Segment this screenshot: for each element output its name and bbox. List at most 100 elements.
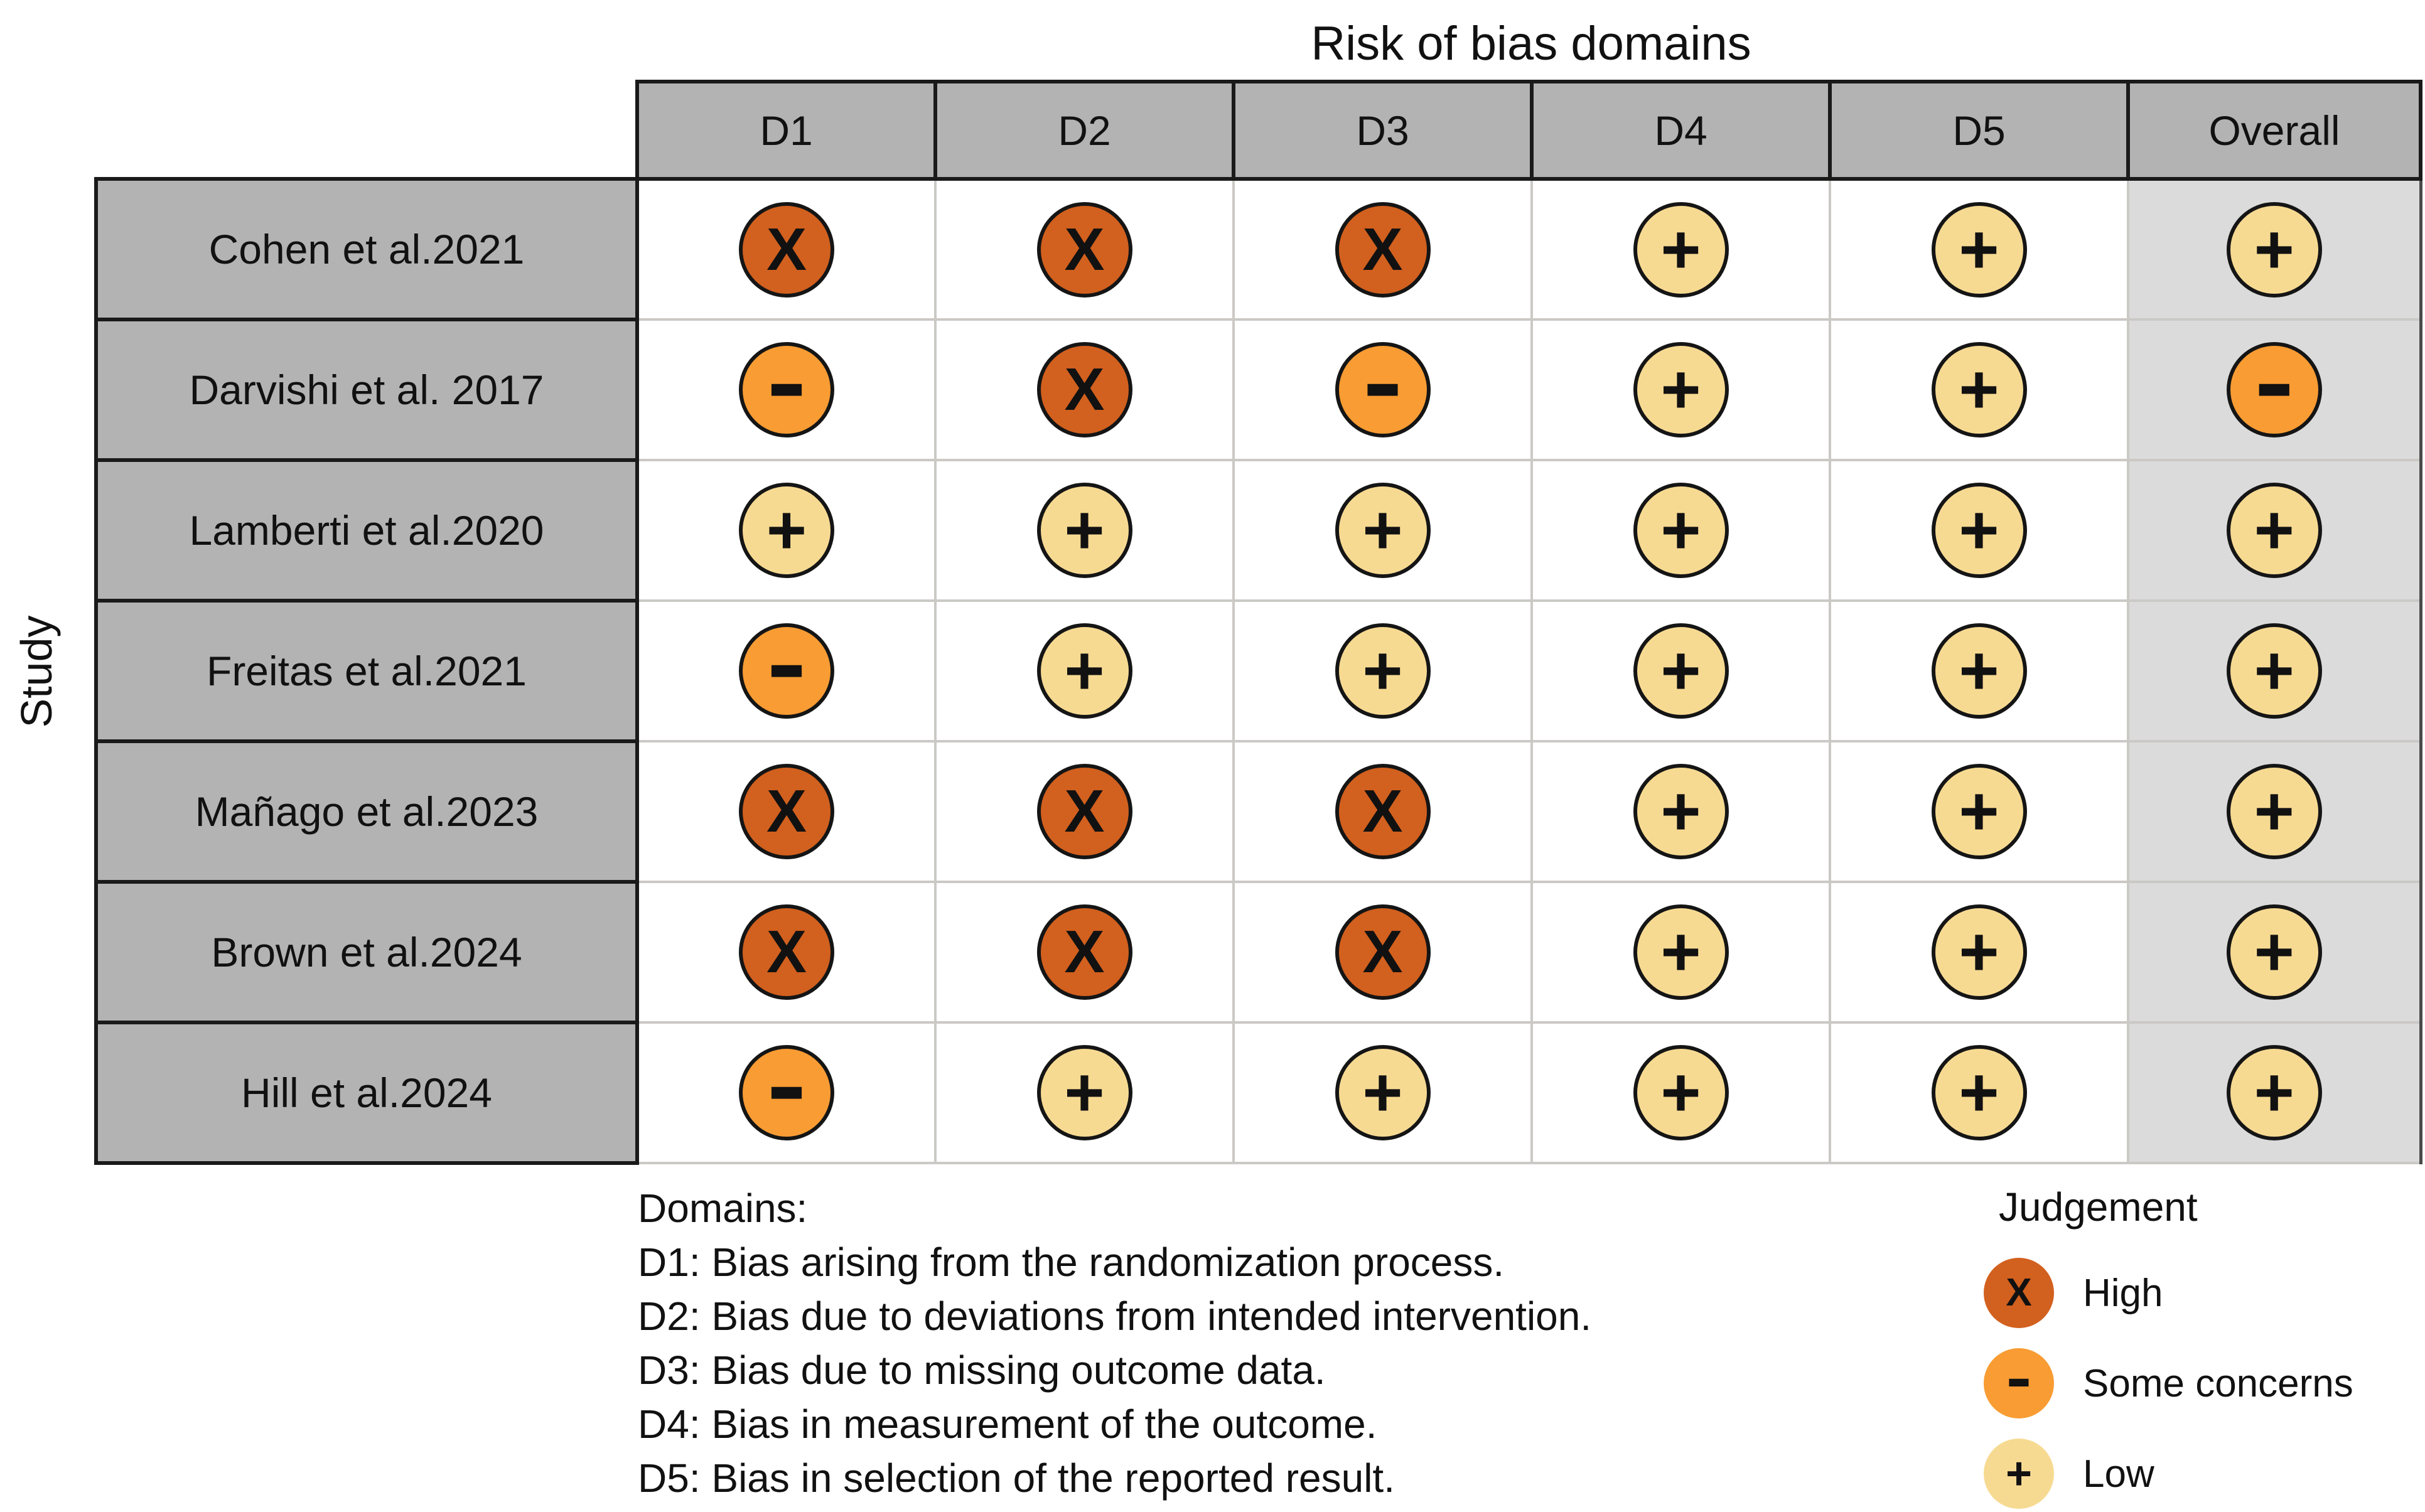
judgement-symbol: X bbox=[766, 778, 807, 845]
judgement-low-icon: + bbox=[1931, 1045, 2027, 1140]
cell-d5-row7: + bbox=[1829, 1021, 2129, 1164]
legend-label: High bbox=[2083, 1271, 2163, 1315]
figure-title: Risk of bias domains bbox=[1311, 17, 1751, 70]
table-row: Brown et al.2024 X X X + + + bbox=[94, 880, 2422, 1024]
table-row: Freitas et al.2021− + + + + + bbox=[94, 599, 2422, 743]
judgement-low-icon: + bbox=[1036, 623, 1132, 719]
judgement-low-icon: + bbox=[1931, 764, 2027, 859]
judgement-symbol: X bbox=[766, 918, 807, 985]
judgement-symbol: + bbox=[1959, 632, 1999, 709]
judgement-symbol: + bbox=[1959, 491, 1999, 569]
judgement-symbol: + bbox=[2254, 210, 2294, 288]
judgement-high-icon: X bbox=[739, 201, 834, 298]
column-header-d4: D4 bbox=[1530, 80, 1832, 181]
domain-footnotes: Domains: D1: Bias arising from the rando… bbox=[638, 1181, 1591, 1505]
cell-overall-row5: + bbox=[2127, 740, 2422, 883]
corner-spacer bbox=[96, 82, 637, 179]
judgement-symbol: + bbox=[1959, 210, 1999, 288]
judgement-symbol: − bbox=[1365, 328, 1401, 450]
y-axis-label: Study bbox=[12, 615, 61, 728]
judgement-low-icon: + bbox=[2226, 764, 2322, 859]
judgement-high-icon: X bbox=[1335, 201, 1431, 298]
cell-d2-row3: + bbox=[934, 459, 1235, 602]
legend-label: Low bbox=[2083, 1452, 2154, 1496]
column-header-d2: D2 bbox=[933, 80, 1235, 181]
judgement-low-icon: + bbox=[1335, 623, 1431, 719]
cell-d5-row4: + bbox=[1829, 599, 2129, 743]
legend-item-low: + Low bbox=[1984, 1439, 2417, 1509]
cell-d5-row1: + bbox=[1829, 178, 2129, 321]
judgement-concerns-icon: − bbox=[1335, 335, 1431, 444]
legend-item-concerns: − Some concerns bbox=[1984, 1348, 2417, 1418]
study-label: Brown et al.2024 bbox=[94, 880, 639, 1024]
legend-high-icon: X bbox=[1984, 1258, 2054, 1328]
cell-d3-row5: X bbox=[1232, 740, 1533, 883]
judgement-symbol: + bbox=[2254, 773, 2294, 850]
judgement-symbol: + bbox=[1660, 491, 1701, 569]
judgement-low-icon: + bbox=[1633, 764, 1729, 859]
table-row: Hill et al.2024− + + + + + bbox=[94, 1021, 2422, 1165]
judgement-symbol: X bbox=[1064, 215, 1105, 283]
judgement-symbol: + bbox=[2254, 632, 2294, 709]
judgement-low-icon: + bbox=[1633, 1045, 1729, 1140]
cell-d1-row7: − bbox=[636, 1021, 937, 1164]
footnote-line: D4: Bias in measurement of the outcome. bbox=[638, 1402, 1377, 1447]
judgement-concerns-icon: − bbox=[739, 616, 834, 725]
cell-overall-row4: + bbox=[2127, 599, 2422, 743]
judgement-low-icon: + bbox=[1036, 1045, 1132, 1140]
judgement-low-icon: + bbox=[2226, 201, 2322, 298]
judgement-low-icon: + bbox=[1633, 201, 1729, 298]
judgement-symbol: − bbox=[768, 1031, 805, 1153]
judgement-symbol: X bbox=[1362, 215, 1403, 283]
legend-title: Judgement bbox=[1999, 1184, 2198, 1230]
judgement-concerns-icon: − bbox=[2226, 335, 2322, 444]
cell-d1-row1: X bbox=[636, 178, 937, 321]
cell-d2-row2: X bbox=[934, 318, 1235, 461]
judgement-symbol: − bbox=[2007, 1344, 2031, 1422]
judgement-high-icon: X bbox=[1036, 201, 1132, 298]
cell-d1-row5: X bbox=[636, 740, 937, 883]
judgement-high-icon: X bbox=[1036, 764, 1132, 859]
cell-d3-row1: X bbox=[1232, 178, 1533, 321]
footnotes-heading: Domains: bbox=[638, 1186, 808, 1231]
judgement-high-icon: X bbox=[739, 764, 834, 859]
cell-d4-row1: + bbox=[1530, 178, 1831, 321]
judgement-symbol: − bbox=[768, 609, 805, 731]
judgement-symbol: + bbox=[2005, 1449, 2033, 1499]
judgement-symbol: + bbox=[1362, 491, 1403, 569]
column-header-overall: Overall bbox=[2126, 80, 2422, 181]
judgement-low-icon: + bbox=[1335, 1045, 1431, 1140]
cell-d3-row6: X bbox=[1232, 881, 1533, 1024]
cell-d2-row7: + bbox=[934, 1021, 1235, 1164]
cell-d5-row2: + bbox=[1829, 318, 2129, 461]
judgement-symbol: + bbox=[1660, 632, 1701, 709]
judgement-symbol: X bbox=[1064, 918, 1105, 985]
table-row: Lamberti et al.2020 + + + + + + bbox=[94, 458, 2422, 603]
judgement-symbol: + bbox=[1064, 1054, 1105, 1131]
judgement-low-icon: + bbox=[1931, 623, 2027, 719]
judgement-low-icon: + bbox=[1633, 904, 1729, 1000]
judgement-symbol: + bbox=[1660, 913, 1701, 990]
column-header-d3: D3 bbox=[1232, 80, 1534, 181]
cell-d4-row3: + bbox=[1530, 459, 1831, 602]
cell-d5-row6: + bbox=[1829, 881, 2129, 1024]
judgement-symbol: + bbox=[2254, 1054, 2294, 1131]
judgement-symbol: X bbox=[766, 215, 807, 283]
judgement-low-icon: + bbox=[1633, 623, 1729, 719]
judgement-low-icon: + bbox=[1036, 483, 1132, 578]
judgement-symbol: + bbox=[1064, 491, 1105, 569]
judgement-symbol: + bbox=[1064, 632, 1105, 709]
judgement-symbol: + bbox=[2254, 491, 2294, 569]
header-row: D1 D2 D3 D4 D5 Overall bbox=[96, 80, 2422, 181]
study-label: Cohen et al.2021 bbox=[94, 177, 639, 321]
judgement-symbol: + bbox=[2254, 913, 2294, 990]
cell-d1-row2: − bbox=[636, 318, 937, 461]
cell-d1-row4: − bbox=[636, 599, 937, 743]
cell-d2-row4: + bbox=[934, 599, 1235, 743]
judgement-symbol: + bbox=[1660, 210, 1701, 288]
judgement-symbol: X bbox=[1362, 778, 1403, 845]
footnote-line: D3: Bias due to missing outcome data. bbox=[638, 1348, 1326, 1393]
cell-d3-row7: + bbox=[1232, 1021, 1533, 1164]
judgement-symbol: X bbox=[2006, 1271, 2032, 1314]
